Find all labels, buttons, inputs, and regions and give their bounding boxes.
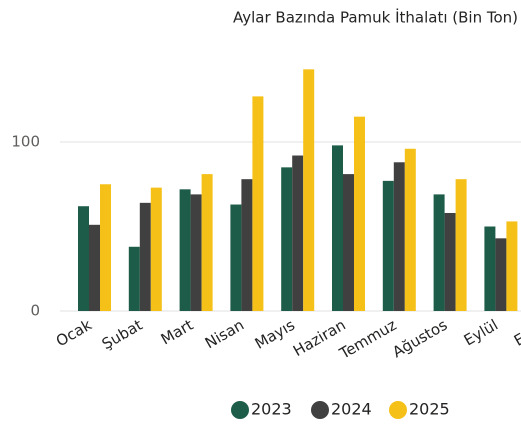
x-tick-label: Nisan bbox=[202, 316, 247, 353]
bar bbox=[241, 179, 253, 311]
x-tick-label: Şubat bbox=[99, 316, 146, 353]
bar bbox=[292, 155, 304, 311]
bar bbox=[201, 174, 213, 311]
bar bbox=[128, 246, 140, 311]
bar bbox=[343, 174, 354, 311]
bar bbox=[354, 116, 365, 312]
bar bbox=[495, 238, 507, 311]
legend-marker bbox=[311, 401, 329, 419]
bar bbox=[303, 69, 315, 311]
bar bbox=[100, 184, 111, 311]
y-tick-label: 100 bbox=[11, 133, 40, 151]
bar bbox=[281, 167, 293, 311]
bar bbox=[230, 204, 242, 311]
bar bbox=[190, 194, 202, 311]
bar bbox=[433, 194, 445, 311]
bar bbox=[455, 179, 467, 311]
x-tick-label: Temmuz bbox=[336, 316, 400, 363]
x-tick-label: Ekim bbox=[511, 316, 521, 350]
x-tick-label: Eylül bbox=[461, 316, 501, 350]
bar bbox=[404, 148, 416, 311]
bar bbox=[89, 224, 100, 311]
bar bbox=[393, 162, 405, 311]
bar bbox=[78, 206, 89, 311]
bar bbox=[506, 221, 518, 311]
chart-title: Aylar Bazında Pamuk İthalatı (Bin Ton) bbox=[233, 8, 518, 27]
x-tick-label: Ocak bbox=[53, 316, 95, 351]
bar bbox=[179, 189, 191, 311]
legend-marker bbox=[231, 401, 249, 419]
y-tick-label: 0 bbox=[30, 302, 40, 320]
x-tick-label: Ağustos bbox=[389, 316, 450, 362]
bar bbox=[150, 187, 162, 311]
x-tick-label: Mart bbox=[158, 316, 197, 349]
bar bbox=[332, 145, 343, 311]
bar bbox=[382, 180, 394, 311]
legend-label: 2025 bbox=[409, 400, 450, 419]
legend-label: 2023 bbox=[251, 400, 292, 419]
bar bbox=[139, 202, 151, 311]
legend-marker bbox=[389, 401, 407, 419]
bar bbox=[252, 96, 264, 312]
bar bbox=[484, 226, 496, 311]
bar bbox=[444, 212, 456, 311]
legend-label: 2024 bbox=[331, 400, 372, 419]
